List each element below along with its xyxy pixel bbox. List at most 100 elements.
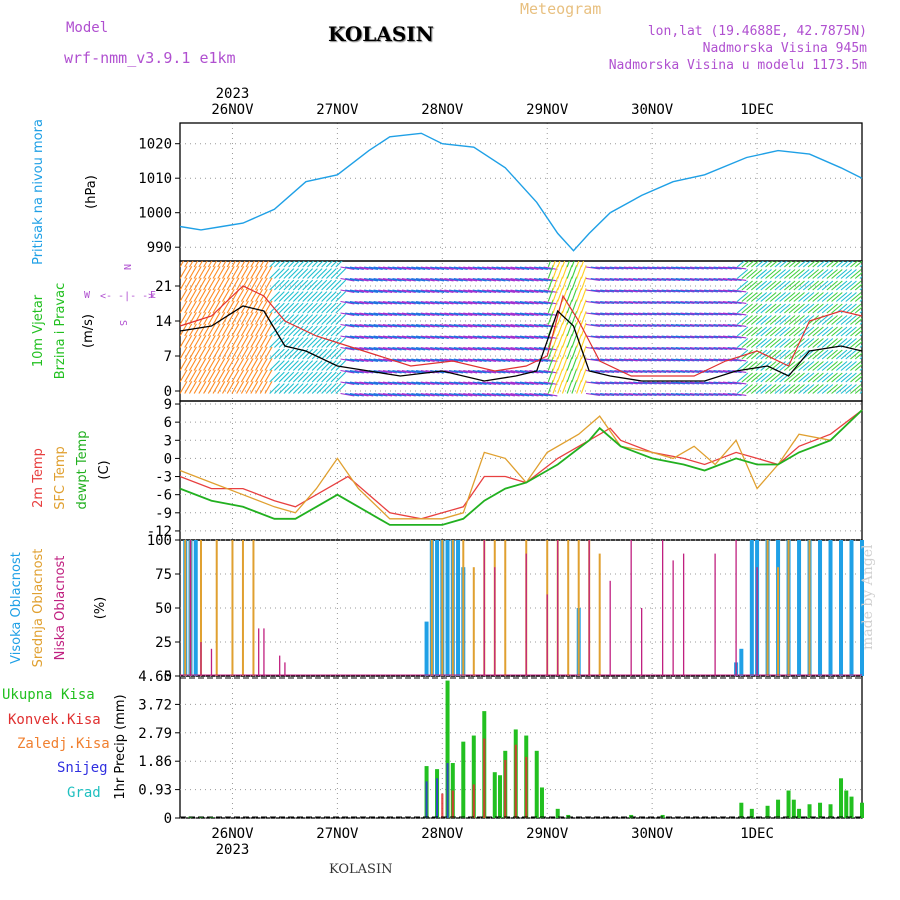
wind-arrow bbox=[510, 346, 525, 351]
wind-arrow bbox=[255, 323, 264, 337]
wind-arrow bbox=[411, 323, 426, 328]
x-tick-label-bottom: 28NOV bbox=[421, 826, 464, 842]
wind-arrow bbox=[330, 268, 342, 279]
wind-arrow bbox=[798, 361, 810, 371]
wind-arrow bbox=[755, 326, 768, 337]
wind-arrow bbox=[694, 277, 709, 281]
wind-arrow bbox=[595, 346, 610, 350]
wind-arrow bbox=[722, 289, 737, 293]
wind-arrow bbox=[561, 357, 568, 371]
wind-arrow bbox=[817, 303, 829, 314]
wind-arrow bbox=[505, 266, 520, 270]
wind-arrow bbox=[670, 392, 685, 396]
wind-arrow bbox=[406, 335, 421, 339]
wind-arrow bbox=[274, 302, 285, 314]
wind-arrow bbox=[444, 346, 459, 351]
wind-arrow bbox=[222, 369, 230, 383]
wind-arrow bbox=[547, 368, 554, 383]
wind-arrow bbox=[765, 338, 777, 348]
wind-arrow bbox=[637, 392, 652, 396]
wind-arrow bbox=[496, 323, 511, 328]
cloud-bar bbox=[483, 540, 485, 676]
wind-arrow bbox=[212, 323, 221, 337]
wind-arrow bbox=[302, 279, 314, 291]
wind-arrow bbox=[802, 338, 815, 348]
wind-arrow bbox=[406, 289, 421, 293]
wind-arrow bbox=[288, 291, 299, 302]
wind-arrow bbox=[364, 358, 379, 362]
wind-arrow bbox=[718, 369, 733, 373]
wind-arrow bbox=[609, 323, 624, 327]
precip-bar bbox=[844, 790, 849, 818]
wind-arrow bbox=[397, 369, 412, 374]
wind-arrow bbox=[510, 335, 525, 339]
wind-arrow bbox=[571, 345, 578, 360]
wind-arrow bbox=[807, 372, 820, 383]
wind-arrow bbox=[524, 381, 539, 385]
precip-bar bbox=[791, 799, 796, 818]
wind-arrow bbox=[774, 361, 786, 371]
x-tick-label-top: 26NOV bbox=[211, 102, 254, 118]
wind-arrow bbox=[401, 300, 416, 305]
wind-arrow bbox=[401, 266, 416, 270]
wind-arrow bbox=[292, 383, 304, 394]
wind-arrow bbox=[784, 338, 796, 348]
wind-arrow bbox=[807, 303, 820, 314]
wind-arrow bbox=[340, 312, 355, 316]
wind-arrow bbox=[812, 349, 824, 360]
wind-arrow bbox=[500, 312, 515, 316]
wind-arrow bbox=[349, 312, 364, 316]
wind-arrow bbox=[486, 369, 501, 374]
wind-arrow bbox=[652, 369, 667, 373]
wind-arrow bbox=[666, 381, 681, 385]
wind-arrow bbox=[661, 392, 676, 396]
wind-arrow bbox=[297, 360, 309, 371]
wind-arrow bbox=[392, 369, 407, 374]
wind-arrow bbox=[807, 361, 820, 371]
wind-arrow bbox=[188, 381, 197, 394]
wind-arrow bbox=[463, 312, 478, 316]
wind-arrow bbox=[637, 358, 652, 362]
wind-arrow bbox=[779, 292, 791, 302]
cloud-bar bbox=[284, 662, 286, 676]
wind-arrow bbox=[491, 358, 506, 362]
wind-arrow bbox=[854, 272, 862, 279]
wind-arrow bbox=[510, 381, 525, 385]
wind-arrow bbox=[359, 381, 374, 385]
wind-arrow bbox=[458, 266, 473, 270]
wind-arrow bbox=[180, 261, 185, 268]
wind-arrow bbox=[505, 392, 520, 397]
wind-arrow bbox=[420, 392, 435, 397]
wind-arrow bbox=[387, 346, 402, 351]
wind-arrow bbox=[840, 292, 853, 302]
wind-arrow bbox=[713, 346, 728, 350]
wind-arrow bbox=[302, 302, 314, 314]
wind-arrow bbox=[278, 325, 290, 337]
wind-arrow bbox=[222, 312, 230, 325]
wind-arrow bbox=[368, 277, 383, 282]
wind-arrow bbox=[278, 348, 290, 360]
wind-arrow bbox=[850, 292, 862, 302]
wind-arrow bbox=[269, 360, 280, 371]
precip-bar bbox=[828, 804, 833, 818]
wind-arrow bbox=[670, 346, 685, 350]
wind-arrow bbox=[642, 266, 657, 270]
wind-arrow bbox=[364, 312, 379, 316]
wind-arrow bbox=[802, 303, 815, 314]
wind-arrow bbox=[444, 323, 459, 328]
wind-arrow bbox=[623, 289, 638, 293]
wind-arrow bbox=[467, 358, 482, 362]
wind-arrow bbox=[203, 266, 212, 279]
wind-arrow bbox=[543, 277, 558, 282]
wind-arrow bbox=[467, 381, 482, 385]
wind-arrow bbox=[718, 335, 733, 339]
wind-arrow bbox=[325, 268, 337, 279]
wind-arrow bbox=[226, 358, 235, 371]
wind-arrow bbox=[557, 265, 564, 279]
wind-arrow bbox=[727, 392, 742, 396]
wind-arrow bbox=[576, 299, 582, 314]
wind-arrow bbox=[335, 360, 347, 371]
wind-arrow bbox=[609, 335, 624, 339]
wind-arrow bbox=[661, 323, 676, 327]
wind-arrow bbox=[576, 261, 580, 268]
